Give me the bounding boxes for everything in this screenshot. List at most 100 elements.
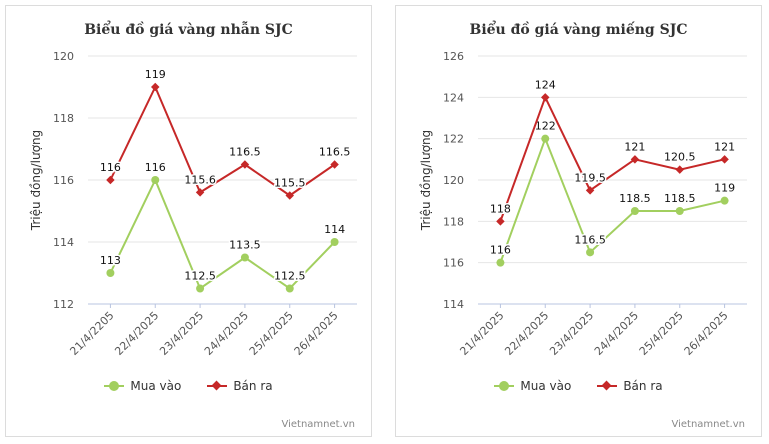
legend-diamond-icon bbox=[597, 381, 618, 391]
chart-plot-bar-gold: 114 116 118 120 122 124 126 Triệu đồng/lượng 21/… bbox=[419, 50, 747, 358]
data-point-buy[interactable] bbox=[330, 238, 339, 246]
data-point-buy[interactable] bbox=[720, 196, 729, 205]
chart-panel-ring-gold: Biểu đồ giá vàng nhẫn SJC 112 114 116 118 12… bbox=[5, 5, 372, 437]
x-tick-label: 21/4/2205 bbox=[67, 309, 116, 358]
series-line-sell bbox=[109, 84, 336, 197]
data-label: 116.5 bbox=[574, 233, 606, 246]
data-label: 113.5 bbox=[229, 239, 261, 252]
chart-legend: Mua vào Bán ra bbox=[396, 379, 761, 393]
data-point-sell[interactable] bbox=[151, 82, 160, 92]
data-point-sell[interactable] bbox=[630, 155, 640, 164]
chart-title: Biểu đồ giá vàng miếng SJC bbox=[469, 22, 688, 38]
data-label: 121 bbox=[714, 140, 735, 153]
data-point-buy[interactable] bbox=[151, 176, 160, 184]
x-tick-label: 22/4/2025 bbox=[502, 309, 551, 358]
credit-text: Vietnamnet.vn bbox=[281, 419, 355, 430]
y-tick-label: 116 bbox=[53, 174, 74, 187]
data-point-sell[interactable] bbox=[541, 93, 550, 102]
data-point-sell[interactable] bbox=[585, 186, 595, 195]
data-label: 116.5 bbox=[319, 146, 351, 159]
data-label: 116.5 bbox=[229, 146, 261, 159]
y-tick-label: 120 bbox=[53, 50, 74, 63]
legend-label-sell: Bán ra bbox=[623, 379, 663, 393]
data-label: 122 bbox=[535, 120, 556, 133]
x-tick-label: 26/4/2025 bbox=[292, 309, 341, 358]
data-label: 118.5 bbox=[619, 192, 651, 205]
x-tick-label: 26/4/2025 bbox=[682, 309, 731, 358]
y-tick-label: 118 bbox=[53, 112, 74, 125]
data-point-sell[interactable] bbox=[106, 175, 115, 185]
data-point-buy[interactable] bbox=[285, 284, 294, 293]
data-point-buy[interactable] bbox=[541, 134, 550, 143]
data-point-buy[interactable] bbox=[496, 258, 505, 267]
data-point-sell[interactable] bbox=[720, 155, 729, 164]
data-label: 116 bbox=[145, 161, 166, 174]
data-point-buy[interactable] bbox=[586, 248, 595, 257]
series-line-buy bbox=[499, 135, 725, 264]
legend-item-buy[interactable]: Mua vào bbox=[494, 379, 571, 393]
series-line-buy bbox=[109, 177, 336, 291]
y-tick-label: 112 bbox=[53, 298, 74, 311]
y-tick-label: 118 bbox=[443, 215, 464, 228]
chart-plot-ring-gold: 112 114 116 118 120 Triệu đồng/lượng 21/4/2205… bbox=[29, 50, 357, 358]
y-tick-label: 124 bbox=[443, 91, 464, 104]
x-tick-label: 25/4/2025 bbox=[637, 309, 686, 358]
legend-circle-icon bbox=[494, 381, 515, 391]
legend-item-buy[interactable]: Mua vào bbox=[104, 379, 181, 393]
data-label: 112.5 bbox=[184, 270, 216, 283]
y-tick-label: 116 bbox=[443, 257, 464, 270]
data-point-sell[interactable] bbox=[285, 191, 294, 200]
data-point-sell[interactable] bbox=[675, 165, 684, 174]
legend-diamond-icon bbox=[207, 381, 228, 391]
y-axis-label: Triệu đồng/lượng bbox=[29, 130, 43, 231]
chart-legend: Mua vào Bán ra bbox=[6, 379, 371, 393]
data-label: 121 bbox=[624, 140, 645, 153]
data-label: 115.6 bbox=[184, 173, 216, 186]
data-label: 120.5 bbox=[664, 151, 696, 164]
legend-label-buy: Mua vào bbox=[130, 379, 182, 393]
legend-label-sell: Bán ra bbox=[233, 379, 273, 393]
x-tick-label: 21/4/2025 bbox=[457, 309, 506, 358]
credit-text: Vietnamnet.vn bbox=[671, 419, 745, 430]
y-tick-label: 122 bbox=[443, 133, 464, 146]
data-label: 113 bbox=[100, 254, 121, 267]
x-tick-label: 24/4/2025 bbox=[592, 309, 641, 358]
data-label: 115.5 bbox=[274, 177, 306, 190]
data-label: 118 bbox=[490, 202, 511, 215]
y-tick-label: 114 bbox=[53, 236, 74, 249]
chart-title: Biểu đồ giá vàng nhẫn SJC bbox=[84, 22, 293, 38]
x-tick-label: 24/4/2025 bbox=[202, 309, 251, 358]
legend-circle-icon bbox=[104, 381, 125, 391]
data-point-buy[interactable] bbox=[675, 207, 684, 215]
x-tick-label: 22/4/2025 bbox=[112, 309, 161, 358]
y-axis-label: Triệu đồng/lượng bbox=[419, 130, 433, 231]
legend-item-sell[interactable]: Bán ra bbox=[207, 379, 273, 393]
data-point-buy[interactable] bbox=[106, 269, 115, 277]
data-point-sell[interactable] bbox=[330, 160, 339, 169]
data-point-sell[interactable] bbox=[195, 188, 205, 197]
x-tick-label: 23/4/2025 bbox=[157, 309, 206, 358]
legend-label-buy: Mua vào bbox=[520, 379, 572, 393]
data-label: 112.5 bbox=[274, 270, 306, 283]
data-label: 124 bbox=[535, 78, 556, 91]
legend-item-sell[interactable]: Bán ra bbox=[597, 379, 663, 393]
data-label: 116 bbox=[490, 244, 511, 257]
data-point-buy[interactable] bbox=[196, 284, 205, 293]
series-line-sell bbox=[499, 94, 725, 222]
data-label: 118.5 bbox=[664, 192, 696, 205]
data-label: 116 bbox=[100, 161, 121, 174]
y-tick-label: 126 bbox=[443, 50, 464, 63]
chart-panel-bar-gold: Biểu đồ giá vàng miếng SJC 114 116 118 120 1… bbox=[395, 5, 762, 437]
data-point-sell[interactable] bbox=[496, 217, 505, 226]
data-point-buy[interactable] bbox=[630, 207, 639, 215]
data-point-sell[interactable] bbox=[240, 160, 250, 169]
x-tick-label: 25/4/2025 bbox=[247, 309, 296, 358]
data-label: 119 bbox=[714, 182, 735, 195]
y-tick-label: 120 bbox=[443, 174, 464, 187]
data-point-buy[interactable] bbox=[240, 253, 249, 262]
data-label: 114 bbox=[324, 223, 345, 236]
x-tick-label: 23/4/2025 bbox=[547, 309, 596, 358]
data-label: 119.5 bbox=[574, 171, 606, 184]
data-label: 119 bbox=[145, 68, 166, 81]
y-tick-label: 114 bbox=[443, 298, 464, 311]
